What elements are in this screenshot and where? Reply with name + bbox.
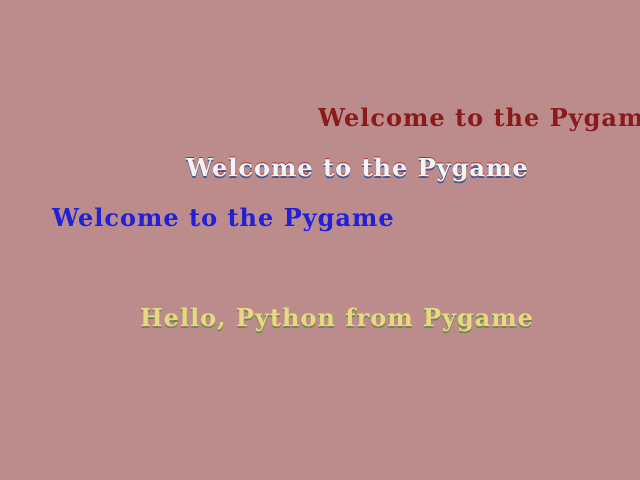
text-line: Welcome to the Pygame bbox=[318, 103, 640, 132]
text-line: Welcome to the Pygame bbox=[52, 203, 395, 232]
text-line: Welcome to the Pygame bbox=[186, 153, 529, 182]
text-line: Hello, Python from Pygame bbox=[140, 303, 534, 332]
